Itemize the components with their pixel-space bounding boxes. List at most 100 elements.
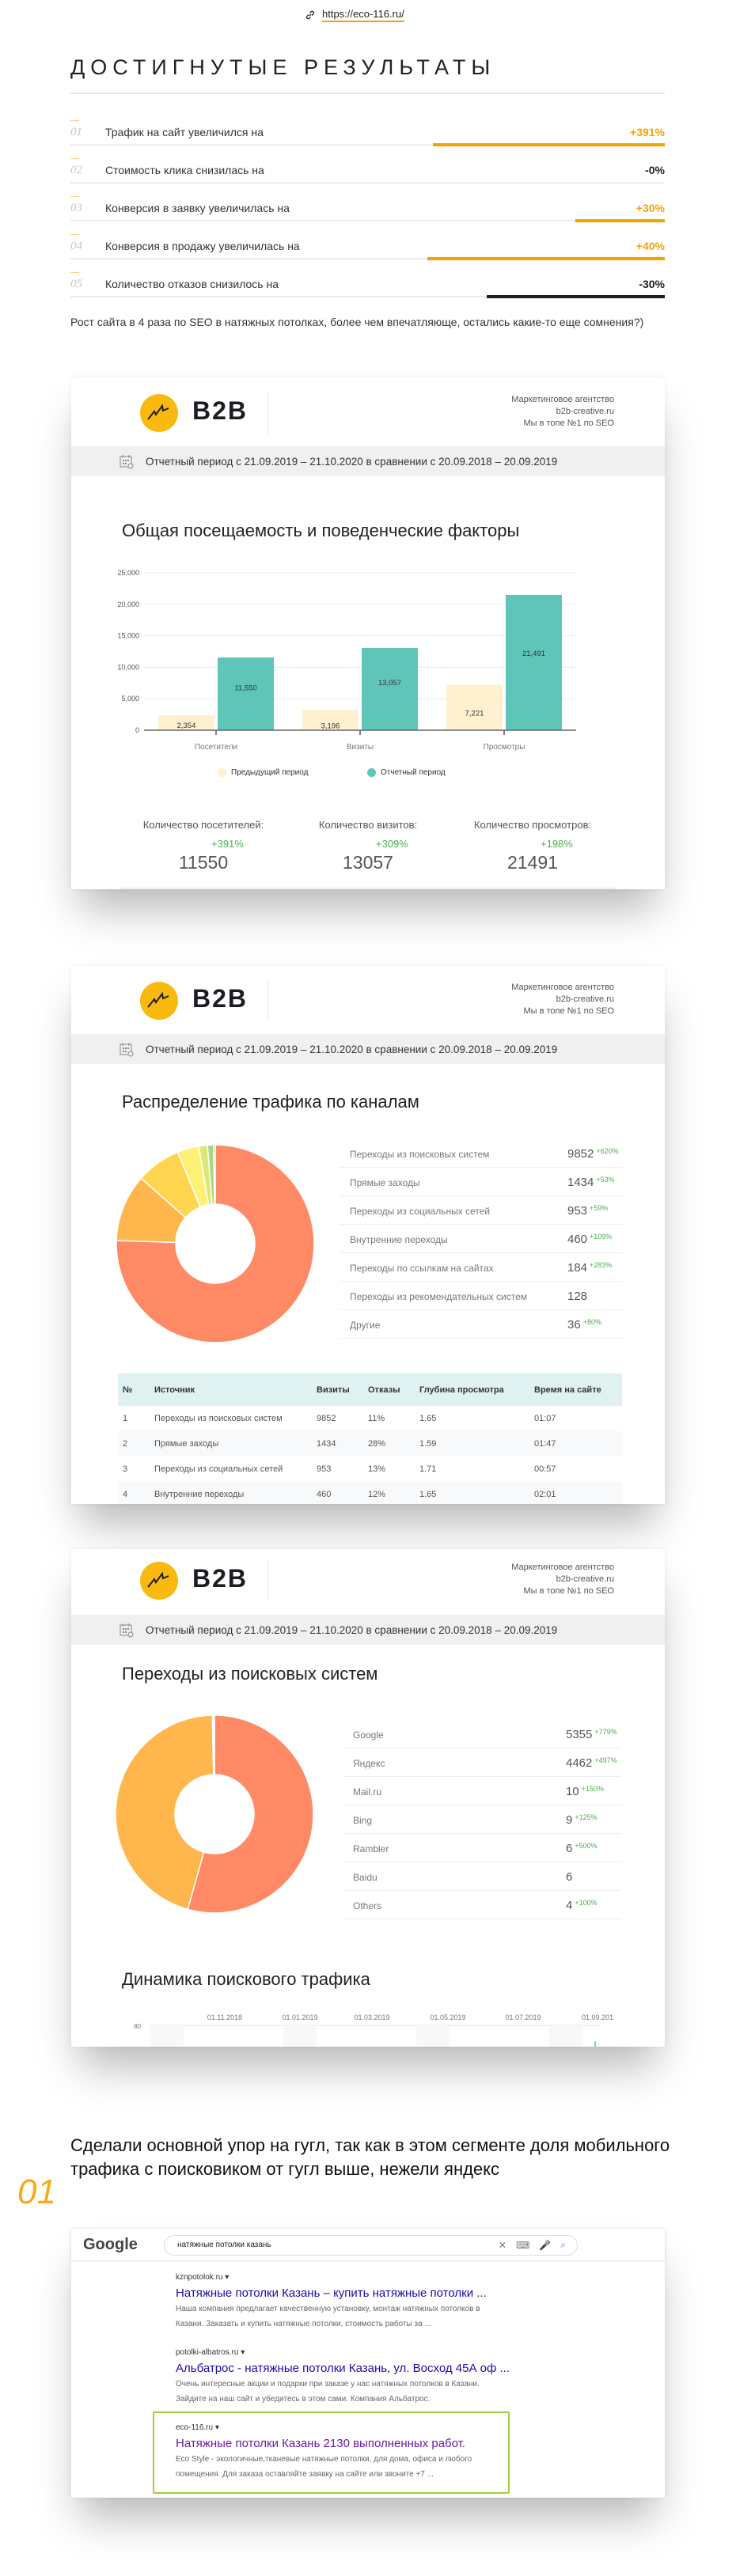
y-tick-label: 80 <box>134 2023 141 2030</box>
report-card-traffic: B2B Маркетинговое агентство b2b-creative… <box>71 377 665 889</box>
results-title: ДОСТИГНУТЫЕ РЕЗУЛЬТАТЫ <box>70 55 496 79</box>
item-value: 953 <box>567 1204 588 1218</box>
column-header: Визиты <box>312 1373 363 1406</box>
row-label: Стоимость клика снизилась на <box>105 164 264 176</box>
item-change: +150% <box>581 1785 604 1793</box>
item-value: 184 <box>567 1261 588 1275</box>
result-row: 03 Конверсия в заявку увеличилась на +30… <box>70 195 665 233</box>
period-text: Отчетный период с 21.09.2019 – 21.10.202… <box>146 1043 558 1055</box>
legend-current: Отчетный период <box>367 768 446 777</box>
agency-info: Маркетинговое агентство b2b-creative.ru … <box>511 1562 614 1597</box>
item-name: Google <box>353 1729 384 1741</box>
card-title: Переходы из поисковых систем <box>122 1664 378 1684</box>
bar-value-label: 21,491 <box>522 650 545 658</box>
x-tick-label: Визиты <box>347 743 374 752</box>
search-query: натяжные потолки казань <box>177 2241 271 2249</box>
b2b-logo <box>140 982 178 1020</box>
list-item: Переходы из социальных сетей 953 +59% <box>340 1196 623 1225</box>
table-cell: 1.71 <box>419 1464 437 1474</box>
row-number: 03 <box>70 202 82 214</box>
column-header: Источник <box>150 1373 312 1406</box>
y-tick-label: 25,000 <box>117 569 139 577</box>
legend-swatch <box>367 768 376 777</box>
list-item: Bing 9 +125% <box>343 1805 621 1834</box>
list-item: Прямые заходы 1434 +53% <box>340 1168 623 1196</box>
donut-slice[interactable] <box>116 1715 214 1911</box>
donut-slice[interactable] <box>116 1145 314 1343</box>
item-name: Переходы по ссылкам на сайтах <box>350 1263 494 1274</box>
table-cell: 1 <box>123 1414 128 1423</box>
channels-list: Переходы из поисковых систем 9852 +620% Пр… <box>340 1139 623 1339</box>
table-cell: 1.65 <box>419 1414 437 1423</box>
legend-previous: Предыдущий период <box>218 768 308 777</box>
agency-site: b2b-creative.ru <box>556 994 614 1004</box>
stat-label: Количество визитов: <box>318 819 418 831</box>
keyboard-icon[interactable]: ⌨ <box>515 2239 530 2251</box>
table-cell: 4 <box>118 1482 150 1504</box>
row-value: +40% <box>635 240 665 252</box>
card-title: Общая посещаемость и поведенческие факто… <box>122 521 520 540</box>
legend-swatch <box>218 768 226 777</box>
result-row: 01 Трафик на сайт увеличился на +391% <box>70 119 665 157</box>
item-change: +100% <box>575 1899 598 1907</box>
table-cell: 3 <box>123 1464 128 1474</box>
table-cell: 01:07 <box>534 1414 556 1423</box>
list-item: Others 4 +100% <box>343 1891 621 1919</box>
item-name: Другие <box>350 1320 381 1331</box>
result-url[interactable]: kznpotolok.ru ▾ <box>176 2273 230 2282</box>
row-number: 05 <box>70 278 82 290</box>
calendar-icon <box>120 1043 134 1057</box>
item-name: Rambler <box>353 1843 389 1854</box>
item-value: 6 <box>566 1870 573 1884</box>
bar-chart: 0 5,000 10,000 15,000 20,000 25,000 2,354 11,55… <box>117 569 576 752</box>
result-url[interactable]: potolki-albatros.ru ▾ <box>176 2348 245 2357</box>
list-item: Другие 36 +80% <box>340 1310 623 1339</box>
column-header: Время на сайте <box>529 1373 622 1406</box>
donut-slice[interactable] <box>213 1145 216 1205</box>
bar-value-label: 13,057 <box>378 679 401 688</box>
site-link[interactable]: https://eco-116.ru/ <box>305 8 404 22</box>
chart-band <box>483 2026 516 2047</box>
brand-name: B2B <box>192 1564 249 1593</box>
item-value: 1434 <box>567 1176 594 1189</box>
accent-dash <box>70 272 79 273</box>
search-input[interactable]: натяжные потолки казань ✕ ⌨ 🎤 ⌕ <box>164 2235 578 2256</box>
report-card-channels: B2B Маркетинговое агентство b2b-creative… <box>71 966 665 1504</box>
stat-value: 13057 <box>343 852 393 873</box>
result-row: 05 Количество отказов снизилось на -30% <box>70 271 665 309</box>
bar-current <box>506 594 562 730</box>
period-band: Отчетный период с 21.09.2019 – 21.10.202… <box>71 446 665 476</box>
separator <box>267 393 268 434</box>
microphone-icon[interactable]: 🎤 <box>539 2239 552 2251</box>
item-change: +620% <box>596 1147 619 1155</box>
period-text: Отчетный период с 21.09.2019 – 21.10.202… <box>146 455 558 468</box>
x-tick-label: 01.05.2019 <box>430 2013 465 2021</box>
donut-slice[interactable] <box>187 1715 313 1913</box>
stat-change: +198% <box>541 838 573 850</box>
table-cell: 12% <box>363 1482 415 1504</box>
progress-fill <box>433 143 665 146</box>
bar-previous <box>158 715 214 730</box>
item-value: 5355 <box>566 1728 593 1741</box>
x-tick-label: 01.07.2019 <box>505 2013 541 2021</box>
y-tick-label: 10,000 <box>117 663 139 671</box>
item-name: Яндекс <box>353 1758 385 1769</box>
result-title[interactable]: Натяжные потолки Казань – купить натяжны… <box>176 2286 487 2300</box>
result-description: Eco Style - экологичные,тканевые натяжны… <box>176 2455 472 2479</box>
row-label: Конверсия в продажу увеличилась на <box>105 240 300 252</box>
search-icon[interactable]: ⌕ <box>560 2239 566 2250</box>
chart-band <box>283 2026 317 2047</box>
result-title[interactable]: Натяжные потолки Казань 2130 выполненных… <box>176 2437 466 2450</box>
x-tick-label: Просмотры <box>484 743 525 752</box>
agency-site: b2b-creative.ru <box>556 407 614 416</box>
x-tick-label: 01.03.2019 <box>354 2013 389 2021</box>
search-result-highlighted: eco-116.ru ▾ Натяжные потолки Казань 213… <box>176 2423 516 2482</box>
item-value-wrap: 953 +59% <box>567 1204 608 1218</box>
site-url[interactable]: https://eco-116.ru/ <box>322 8 404 22</box>
clear-icon[interactable]: ✕ <box>498 2239 506 2251</box>
table-cell: 2 <box>118 1431 150 1457</box>
result-url[interactable]: eco-116.ru ▾ <box>176 2423 219 2432</box>
channels-table: № Источник Визиты Отказы Глубина просмотра Вр… <box>118 1373 622 1504</box>
result-description: Очень интересные акции и подарки при зак… <box>176 2380 480 2404</box>
result-title[interactable]: Альбатрос - натяжные потолки Казань, ул.… <box>176 2362 510 2375</box>
